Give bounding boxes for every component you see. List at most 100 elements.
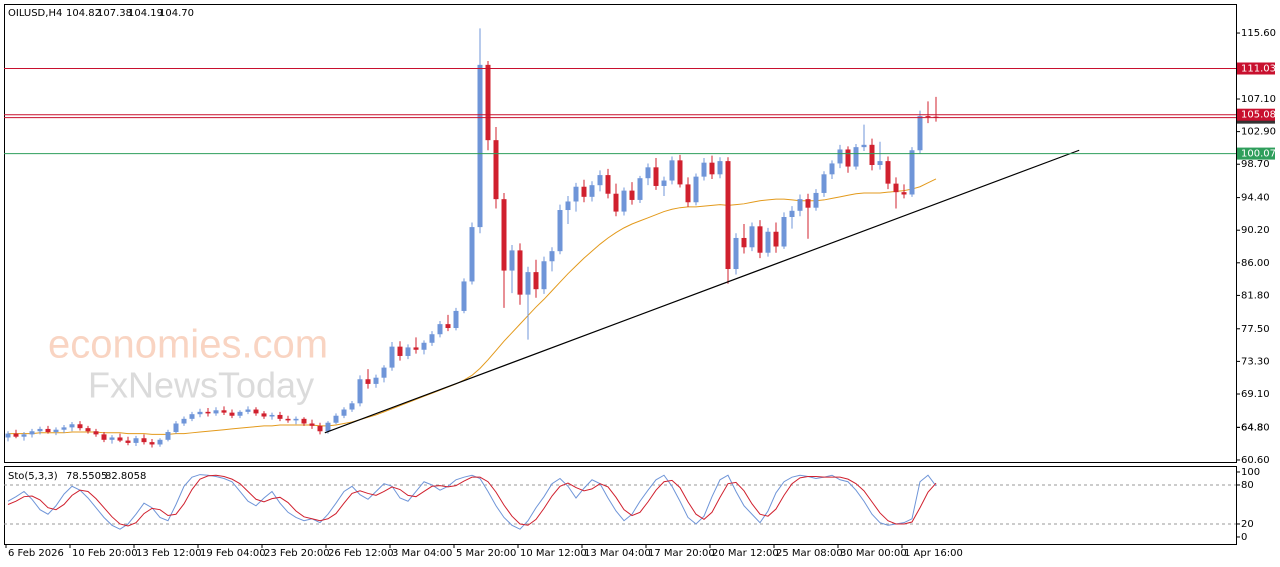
candle-body bbox=[653, 167, 659, 186]
candle-body bbox=[533, 272, 539, 290]
candle-body bbox=[781, 217, 787, 247]
candle-body bbox=[501, 199, 507, 271]
candle-body bbox=[245, 409, 251, 412]
candle-body bbox=[645, 167, 651, 179]
candle-body bbox=[357, 379, 363, 404]
y-tick-label: 20 bbox=[1241, 519, 1254, 530]
candle-body bbox=[301, 418, 307, 424]
x-tick-label: 25 Mar 08:00 bbox=[776, 548, 843, 559]
x-tick-label: 10 Mar 12:00 bbox=[520, 548, 587, 559]
candle-body bbox=[765, 231, 771, 253]
indicator-value: 82.8058 bbox=[105, 471, 146, 482]
candle-body bbox=[173, 423, 179, 433]
candle-body bbox=[661, 180, 667, 186]
stochastic-line bbox=[7, 474, 937, 530]
candle-body bbox=[613, 193, 619, 212]
x-tick-label: 1 Apr 16:00 bbox=[904, 548, 963, 559]
x-tick-label: 26 Feb 12:00 bbox=[328, 548, 394, 559]
candle-body bbox=[125, 440, 131, 443]
candle-body bbox=[309, 423, 315, 426]
candle-body bbox=[485, 64, 491, 141]
candle-body bbox=[181, 418, 187, 424]
candle-body bbox=[629, 190, 635, 200]
candle-body bbox=[573, 186, 579, 202]
candle-body bbox=[389, 346, 395, 368]
candle-body bbox=[477, 64, 483, 228]
candle-body bbox=[61, 427, 67, 430]
x-tick-label: 13 Mar 04:00 bbox=[584, 548, 651, 559]
price-level-label: 100.07 bbox=[1241, 149, 1276, 160]
y-tick-label: 100 bbox=[1241, 467, 1260, 478]
candle-body bbox=[429, 334, 435, 343]
candle-body bbox=[381, 367, 387, 378]
candle-body bbox=[517, 250, 523, 295]
ohlc-value: 104.82 bbox=[66, 8, 101, 19]
candle-body bbox=[597, 175, 603, 186]
candle-body bbox=[733, 237, 739, 270]
y-tick-label: 90.20 bbox=[1241, 225, 1270, 236]
candle-body bbox=[373, 377, 379, 384]
candle-body bbox=[21, 434, 27, 437]
candle-body bbox=[669, 160, 675, 181]
x-tick-label: 17 Mar 20:00 bbox=[648, 548, 715, 559]
candle-body bbox=[109, 437, 115, 440]
indicator-title: Sto(5,3,3) bbox=[8, 471, 58, 482]
candle-body bbox=[133, 438, 139, 443]
candle-body bbox=[749, 226, 755, 248]
candle-body bbox=[253, 409, 259, 414]
indicator-panel bbox=[4, 466, 1237, 545]
candle-body bbox=[397, 346, 403, 356]
trendline bbox=[324, 149, 1080, 434]
y-tick-label: 0 bbox=[1241, 532, 1247, 543]
stochastic-line bbox=[7, 474, 937, 527]
candle-body bbox=[741, 237, 747, 248]
candle-body bbox=[893, 183, 899, 193]
candle-body bbox=[813, 192, 819, 208]
candle-body bbox=[5, 433, 11, 438]
candle-body bbox=[413, 347, 419, 350]
symbol: OILUSD,H4 bbox=[8, 8, 62, 19]
y-tick-label: 98.70 bbox=[1241, 159, 1270, 170]
y-tick-label: 115.60 bbox=[1241, 28, 1276, 39]
candle-body bbox=[421, 342, 427, 350]
y-tick-label: 64.8 bbox=[1241, 422, 1263, 433]
candle-body bbox=[13, 433, 19, 437]
y-tick-label: 107.10 bbox=[1241, 94, 1276, 105]
candle-body bbox=[461, 281, 467, 311]
candle-body bbox=[69, 424, 75, 428]
candle-body bbox=[909, 150, 915, 195]
candle-body bbox=[805, 199, 811, 208]
y-tick-label: 77.50 bbox=[1241, 324, 1270, 335]
x-tick-label: 23 Feb 20:00 bbox=[264, 548, 330, 559]
candle-body bbox=[285, 418, 291, 421]
price-level-tag bbox=[1237, 147, 1275, 160]
y-tick-label: 81.80 bbox=[1241, 290, 1270, 301]
candle-body bbox=[165, 432, 171, 440]
y-tick-label: 73.30 bbox=[1241, 356, 1270, 367]
candle-body bbox=[269, 414, 275, 417]
candle-body bbox=[885, 161, 891, 184]
candle-body bbox=[829, 163, 835, 175]
ohlc-value: 104.19 bbox=[128, 8, 163, 19]
watermark-text: economies.com bbox=[48, 323, 328, 367]
candle-body bbox=[541, 261, 547, 290]
moving-average bbox=[8, 178, 937, 435]
candle-body bbox=[117, 437, 123, 441]
x-tick-label: 13 Feb 12:00 bbox=[136, 548, 202, 559]
candle-body bbox=[717, 161, 723, 175]
candle-body bbox=[261, 413, 267, 417]
candle-body bbox=[157, 439, 163, 445]
watermark-text: FxNewsToday bbox=[88, 365, 314, 406]
candle-body bbox=[445, 324, 451, 329]
main-panel bbox=[4, 4, 1237, 463]
y-tick-label: 86.00 bbox=[1241, 258, 1270, 269]
price-level-tag bbox=[1237, 62, 1275, 75]
y-tick-label: 94.40 bbox=[1241, 193, 1270, 204]
x-tick-label: 19 Feb 04:00 bbox=[200, 548, 266, 559]
ohlc-value: 104.70 bbox=[159, 8, 194, 19]
candle-body bbox=[877, 161, 883, 165]
candle-body bbox=[405, 347, 411, 356]
candle-body bbox=[229, 412, 235, 416]
candle-body bbox=[205, 411, 211, 414]
